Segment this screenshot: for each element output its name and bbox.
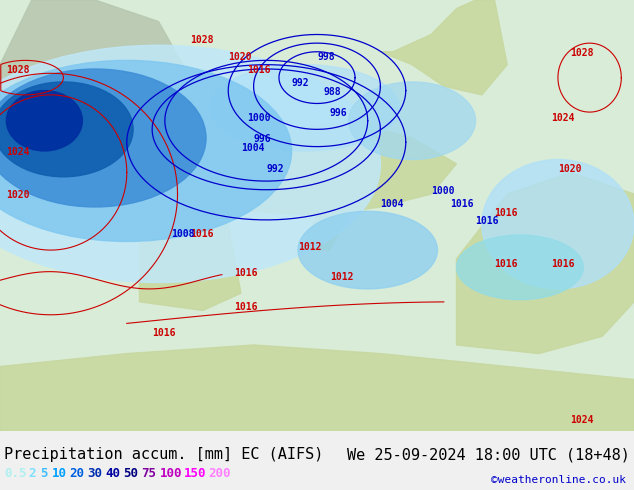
Text: 1016: 1016 — [495, 208, 518, 218]
Ellipse shape — [209, 65, 399, 151]
Text: 1004: 1004 — [241, 143, 264, 153]
Text: 1012: 1012 — [330, 272, 353, 282]
Text: 1016: 1016 — [450, 199, 474, 209]
Ellipse shape — [0, 69, 206, 207]
Text: 1016: 1016 — [247, 65, 271, 75]
Text: 996: 996 — [254, 134, 271, 144]
Text: Precipitation accum. [mm] EC (AIFS): Precipitation accum. [mm] EC (AIFS) — [4, 447, 323, 463]
Ellipse shape — [298, 211, 437, 289]
Polygon shape — [178, 69, 228, 129]
Text: 150: 150 — [184, 467, 207, 480]
Text: 75: 75 — [141, 467, 157, 480]
Text: 5: 5 — [40, 467, 48, 480]
Text: 40: 40 — [105, 467, 120, 480]
Ellipse shape — [349, 82, 476, 160]
Ellipse shape — [0, 45, 380, 282]
Text: 1016: 1016 — [552, 259, 575, 270]
Text: 1028: 1028 — [190, 35, 214, 45]
Ellipse shape — [0, 60, 292, 242]
Polygon shape — [304, 181, 349, 250]
Text: 992: 992 — [292, 78, 309, 88]
Text: 1016: 1016 — [190, 229, 214, 239]
Text: 1012: 1012 — [298, 242, 321, 252]
Text: 1008: 1008 — [171, 229, 195, 239]
Text: 2: 2 — [29, 467, 36, 480]
Text: 1020: 1020 — [558, 165, 581, 174]
Polygon shape — [139, 207, 241, 311]
Text: 1000: 1000 — [431, 186, 455, 196]
Ellipse shape — [6, 91, 82, 151]
Polygon shape — [456, 172, 634, 354]
Text: 30: 30 — [87, 467, 103, 480]
Text: 988: 988 — [323, 87, 341, 97]
Text: 20: 20 — [70, 467, 84, 480]
Polygon shape — [178, 121, 456, 216]
Text: 996: 996 — [330, 108, 347, 119]
Text: 1024: 1024 — [6, 147, 30, 157]
Text: 1016: 1016 — [235, 302, 258, 313]
Text: ©weatheronline.co.uk: ©weatheronline.co.uk — [491, 475, 626, 485]
Polygon shape — [158, 77, 190, 121]
Text: 1000: 1000 — [247, 113, 271, 122]
Text: 1016: 1016 — [235, 268, 258, 278]
Text: 998: 998 — [317, 52, 335, 62]
Text: 200: 200 — [209, 467, 231, 480]
Text: 100: 100 — [160, 467, 182, 480]
Text: 992: 992 — [266, 165, 284, 174]
Text: 1004: 1004 — [380, 199, 404, 209]
Text: 1024: 1024 — [571, 415, 594, 424]
Text: 1016: 1016 — [476, 216, 499, 226]
Polygon shape — [0, 0, 190, 129]
Text: 50: 50 — [124, 467, 138, 480]
Ellipse shape — [456, 235, 583, 300]
Text: 10: 10 — [51, 467, 67, 480]
Text: 1028: 1028 — [6, 65, 30, 75]
Ellipse shape — [0, 82, 133, 177]
Text: 1016: 1016 — [495, 259, 518, 270]
Text: 1028: 1028 — [571, 48, 594, 58]
Text: We 25-09-2024 18:00 UTC (18+48): We 25-09-2024 18:00 UTC (18+48) — [347, 447, 630, 463]
Text: 1020: 1020 — [228, 52, 252, 62]
Polygon shape — [0, 345, 634, 431]
Text: 1016: 1016 — [152, 328, 176, 338]
Ellipse shape — [482, 160, 634, 289]
Text: 0.5: 0.5 — [4, 467, 27, 480]
Polygon shape — [380, 0, 507, 95]
Text: 1024: 1024 — [552, 113, 575, 122]
Text: 1020: 1020 — [6, 190, 30, 200]
